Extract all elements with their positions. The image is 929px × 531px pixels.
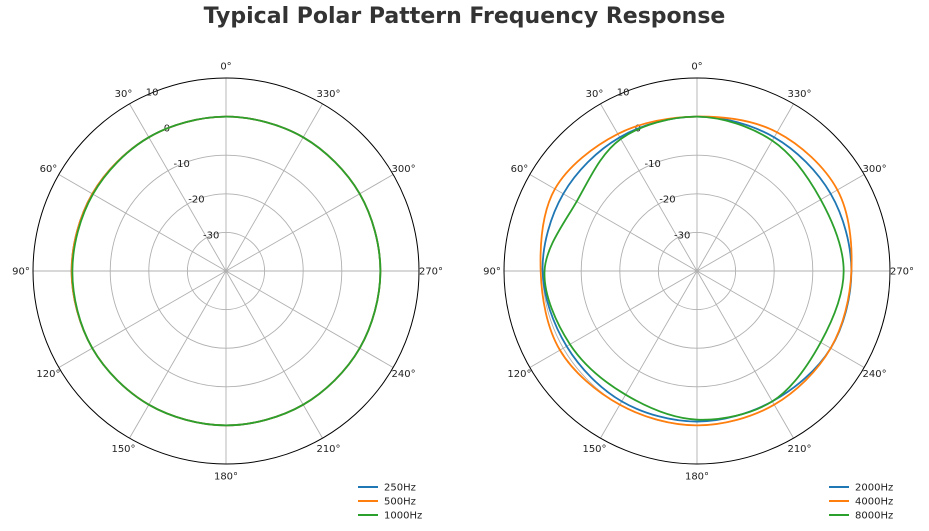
spoke-gridline (600, 103, 698, 272)
spoke-gridline (58, 270, 227, 368)
angle-tick-label: 240° (391, 369, 415, 380)
series-line-8000Hz (543, 115, 845, 421)
angle-tick-label: 30° (586, 89, 604, 100)
polar-chart-2: 0° 30° 60° 90° 120° 150° 180° 210° 240° 270° 300° 3… (483, 62, 914, 522)
legend-label: 500Hz (384, 497, 416, 508)
radial-tick-label: -10 (645, 159, 661, 170)
spoke-gridline (529, 270, 698, 368)
series-line-4000Hz (539, 115, 853, 427)
angle-tick-label: 240° (862, 369, 886, 380)
radial-tick-label: 10 (617, 88, 630, 99)
spoke-gridline (696, 270, 794, 439)
spoke-gridline (129, 103, 227, 272)
ring-gridline (657, 231, 737, 311)
angle-tick-label: 0° (691, 62, 702, 73)
angle-tick-label: 90° (483, 267, 501, 278)
polar-frame (503, 77, 891, 465)
legend-label: 4000Hz (855, 497, 893, 508)
legend-label: 1000Hz (384, 511, 422, 522)
spoke-gridline (696, 270, 865, 368)
angle-tick-label: 90° (12, 267, 30, 278)
radial-tick-label: -10 (174, 159, 190, 170)
legend-label: 250Hz (384, 483, 416, 494)
spoke-gridline (696, 103, 794, 272)
legend: 250Hz 500Hz 1000Hz (358, 483, 422, 522)
polar-frame (32, 77, 420, 465)
angle-tick-label: 300° (862, 164, 886, 175)
ring-gridline (148, 193, 304, 349)
spoke-gridline (225, 270, 394, 368)
spoke-gridline (225, 270, 323, 439)
spoke-gridline (225, 174, 394, 272)
angle-tick-label: 150° (582, 444, 606, 455)
legend: 2000Hz 4000Hz 8000Hz (829, 483, 893, 522)
ring-gridline (186, 231, 266, 311)
angle-tick-label: 60° (511, 164, 529, 175)
radial-tick-label: -20 (659, 195, 675, 206)
ring-gridline (619, 193, 775, 349)
angle-tick-label: 300° (391, 164, 415, 175)
spoke-gridline (600, 270, 698, 439)
radial-tick-label: 10 (146, 88, 159, 99)
spoke-gridline (696, 174, 865, 272)
spoke-gridline (129, 270, 227, 439)
legend-label: 2000Hz (855, 483, 893, 494)
angle-tick-label: 30° (115, 89, 133, 100)
spoke-gridline (529, 174, 698, 272)
spoke-gridline (58, 174, 227, 272)
angle-tick-label: 210° (316, 444, 340, 455)
angle-tick-label: 180° (214, 472, 238, 483)
angle-tick-label: 180° (685, 472, 709, 483)
radial-tick-label: -30 (674, 230, 690, 241)
polar-chart-1: 0° 30° 60° 90° 120° 150° 180° 210° 240° 270° 300° 3… (12, 62, 443, 522)
angle-tick-label: 120° (36, 369, 60, 380)
series-line-2000Hz (541, 115, 853, 423)
angle-tick-label: 270° (419, 267, 443, 278)
angle-tick-label: 150° (111, 444, 135, 455)
angle-tick-label: 330° (787, 89, 811, 100)
angle-tick-label: 120° (507, 369, 531, 380)
legend-label: 8000Hz (855, 511, 893, 522)
spoke-gridline (225, 103, 323, 272)
radial-tick-label: -20 (188, 195, 204, 206)
radial-tick-label: -30 (203, 230, 219, 241)
series-line-1000Hz (71, 115, 382, 427)
angle-tick-label: 210° (787, 444, 811, 455)
angle-tick-label: 60° (40, 164, 58, 175)
ring-gridline (109, 154, 343, 388)
angle-tick-label: 330° (316, 89, 340, 100)
angle-tick-label: 270° (890, 267, 914, 278)
angle-tick-label: 0° (220, 62, 231, 73)
ring-gridline (580, 154, 814, 388)
chart-title: Typical Polar Pattern Frequency Response (203, 4, 726, 29)
